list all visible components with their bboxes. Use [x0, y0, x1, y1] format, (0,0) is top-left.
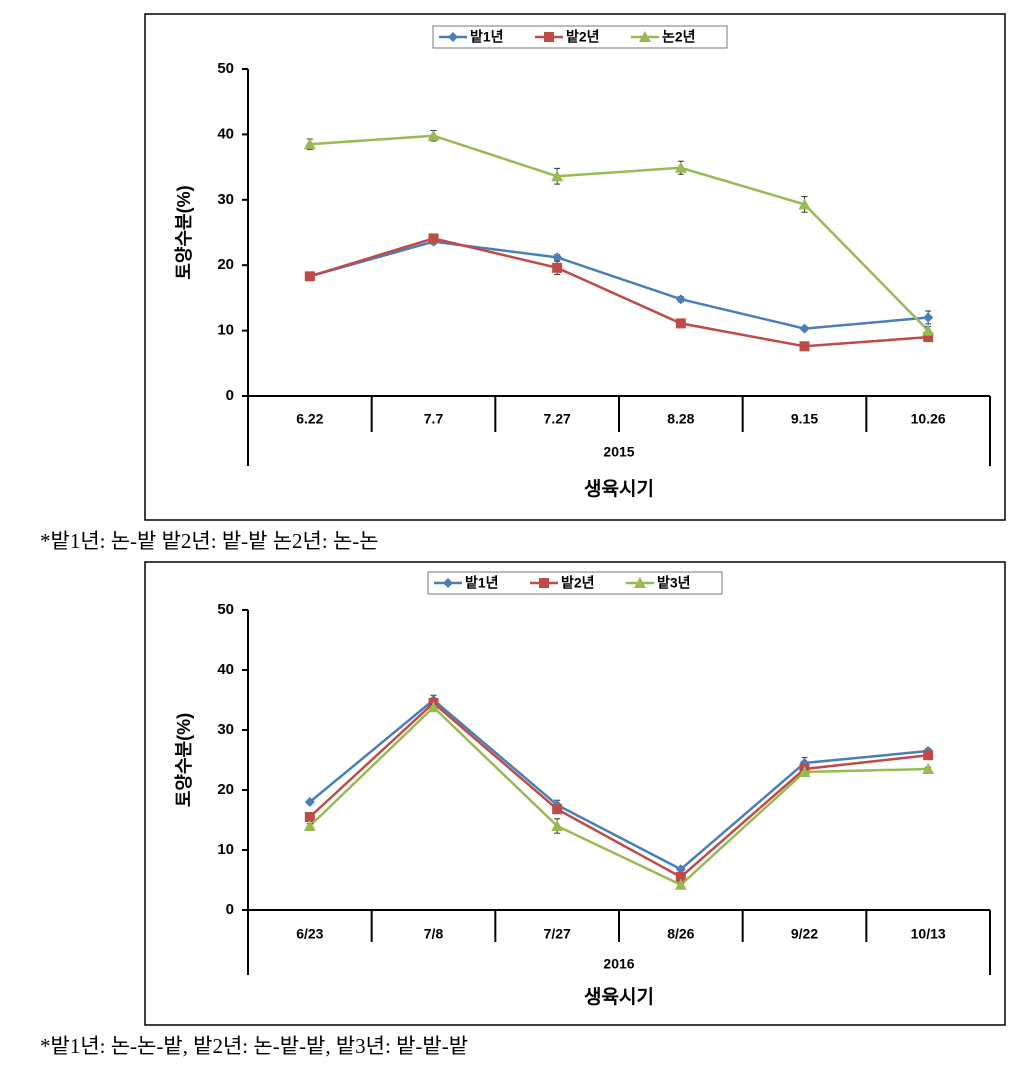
x-tick-label: 9.15 — [791, 411, 818, 427]
footnote: *밭1년: 논-밭 밭2년: 밭-밭 논2년: 논-논 — [40, 529, 379, 553]
legend-label: 밭1년 — [465, 575, 499, 591]
legend-marker — [539, 578, 549, 588]
y-tick-label: 20 — [217, 781, 234, 798]
data-point — [675, 294, 686, 305]
series-line — [309, 240, 929, 330]
y-axis-label: 토양수분(%) — [174, 185, 194, 279]
data-point — [427, 701, 440, 713]
x-tick-label: 7/27 — [544, 926, 571, 942]
x-tick-label: 10.26 — [911, 411, 946, 427]
chart-frame — [144, 13, 1006, 521]
series-line — [308, 705, 929, 887]
data-point — [304, 271, 315, 282]
x-tick-label: 7.7 — [424, 411, 444, 427]
data-point — [428, 233, 439, 244]
x-tick-label: 10/13 — [911, 926, 946, 942]
y-tick-label: 50 — [217, 60, 234, 77]
y-tick-label: 30 — [217, 191, 234, 208]
data-point — [799, 323, 810, 334]
data-point — [675, 872, 686, 882]
legend-marker — [448, 32, 458, 42]
data-point — [303, 138, 316, 150]
series-line — [308, 701, 929, 879]
series-line — [309, 698, 929, 871]
data-point — [675, 864, 686, 875]
x-tick-label: 6.22 — [296, 411, 323, 427]
data-point — [799, 341, 810, 352]
legend-label: 논2년 — [662, 29, 696, 45]
data-point — [303, 820, 316, 831]
y-tick-label: 40 — [217, 125, 234, 142]
legend-box — [432, 25, 728, 49]
y-tick-label: 40 — [217, 661, 234, 678]
series-line — [309, 134, 930, 332]
data-point — [922, 763, 935, 774]
y-tick-label: 50 — [217, 601, 234, 618]
legend-marker — [544, 32, 554, 42]
data-point — [304, 797, 315, 807]
y-axis-label: 토양수분(%) — [174, 713, 194, 807]
data-point — [304, 812, 315, 822]
data-point — [674, 878, 687, 890]
legend-label: 밭1년 — [470, 29, 504, 45]
data-point — [922, 324, 935, 336]
data-point — [675, 318, 686, 329]
y-tick-label: 10 — [217, 322, 234, 339]
data-point — [923, 750, 934, 761]
data-point — [551, 820, 564, 831]
data-point — [552, 252, 563, 263]
x-tick-label: 7.27 — [544, 411, 571, 427]
data-point — [674, 161, 687, 173]
data-point — [923, 332, 934, 343]
x-axis-label: 생육시기 — [584, 986, 654, 1008]
legend-label: 밭2년 — [566, 29, 600, 45]
y-tick-label: 30 — [217, 721, 234, 738]
y-tick-label: 0 — [226, 387, 234, 404]
legend-label: 밭3년 — [657, 575, 691, 591]
x-tick-label: 6/23 — [296, 926, 323, 942]
data-point — [798, 198, 811, 210]
x-tick-label: 7/8 — [424, 926, 444, 942]
x-group-label: 2015 — [603, 444, 634, 460]
legend-marker — [634, 577, 646, 588]
y-tick-label: 10 — [217, 841, 234, 858]
x-axis-label: 생육시기 — [584, 478, 654, 500]
legend-marker — [443, 578, 453, 588]
chart-frame — [144, 561, 1006, 1026]
data-point — [552, 804, 563, 815]
y-tick-label: 20 — [217, 256, 234, 273]
footnote: *밭1년: 논-논-밭, 밭2년: 논-밭-밭, 밭3년: 밭-밭-밭 — [40, 1034, 468, 1058]
legend-label: 밭2년 — [561, 575, 595, 591]
y-tick-label: 0 — [226, 901, 234, 918]
data-point — [923, 312, 934, 323]
data-point — [798, 766, 811, 777]
x-tick-label: 9/22 — [791, 926, 818, 942]
x-group-label: 2016 — [603, 956, 634, 972]
data-point — [552, 262, 563, 273]
x-tick-label: 8.28 — [667, 411, 694, 427]
data-point — [427, 129, 440, 141]
series-line — [309, 237, 929, 348]
data-point — [551, 170, 564, 182]
legend-box — [427, 571, 723, 595]
x-tick-label: 8/26 — [667, 926, 694, 942]
legend-marker — [639, 31, 651, 42]
